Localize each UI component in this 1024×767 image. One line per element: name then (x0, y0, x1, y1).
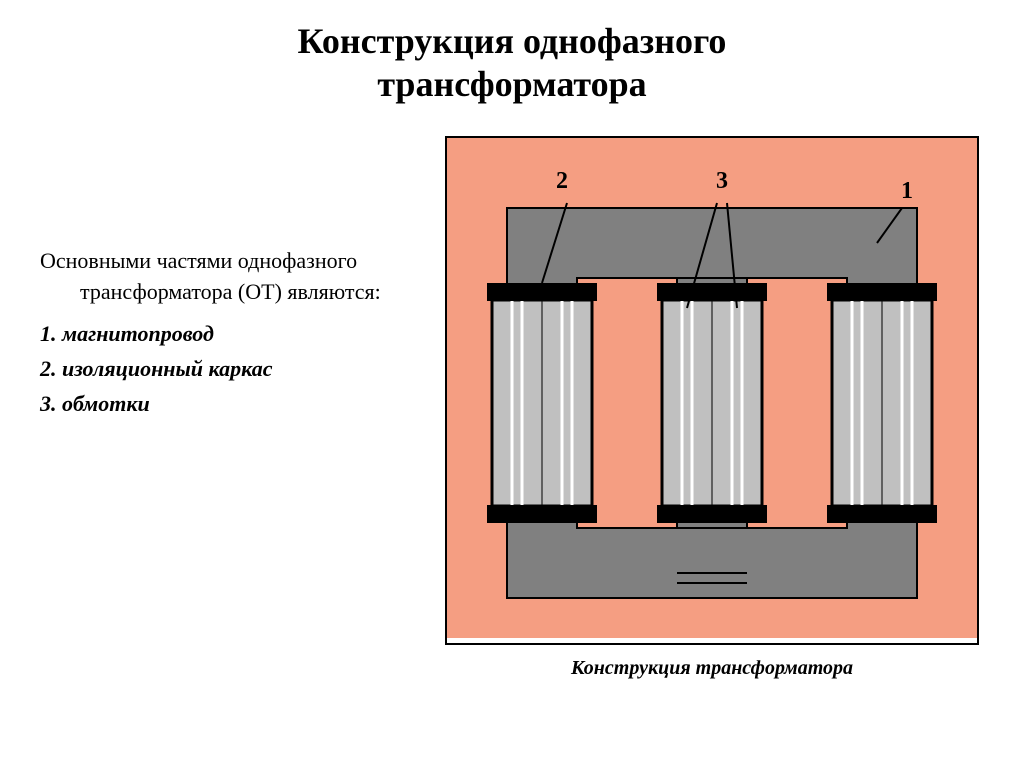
list-item-3: 3. обмотки (40, 386, 420, 421)
page-title: Конструкция однофазного трансформатора (40, 20, 984, 106)
svg-text:3: 3 (716, 168, 728, 194)
title-line-2: трансформатора (377, 64, 646, 104)
diagram-container: 1 2 3 (445, 136, 979, 645)
list-item-1: 1. магнитопровод (40, 316, 420, 351)
content-area: Основными частями однофазного трансформа… (40, 136, 984, 680)
svg-text:2: 2 (556, 168, 568, 194)
diagram-caption: Конструкция трансформатора (571, 657, 853, 680)
list-item-2: 2. изоляционный каркас (40, 351, 420, 386)
text-panel: Основными частями однофазного трансформа… (40, 136, 420, 680)
svg-text:1: 1 (901, 178, 913, 204)
title-line-1: Конструкция однофазного (298, 21, 727, 61)
diagram-panel: 1 2 3 Конструкция трансформатора (440, 136, 984, 680)
transformer-diagram: 1 2 3 (447, 138, 977, 638)
intro-text: Основными частями однофазного трансформа… (40, 246, 420, 308)
